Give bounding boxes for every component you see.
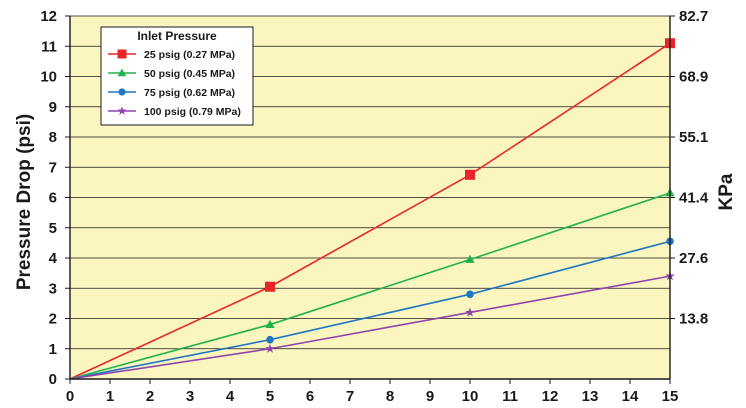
y-tick-label: 8	[49, 129, 57, 146]
y2-tick-label: 41.4	[679, 190, 709, 207]
y2-tick-label: 27.6	[679, 250, 708, 267]
legend: Inlet Pressure 25 psig (0.27 MPa) 50 psig…	[100, 26, 254, 126]
y2-tick-label: 82.7	[679, 8, 708, 25]
x-tick-label: 13	[582, 388, 599, 405]
data-point-triangle	[265, 319, 275, 328]
series-line-star	[69, 275, 671, 380]
y-axis-title: Pressure Drop (psi)	[14, 114, 35, 290]
x-tick-label: 14	[622, 388, 639, 405]
y-tick-label: 1	[49, 341, 57, 358]
x-tick-label: 3	[186, 388, 194, 405]
y-tick-label: 0	[49, 371, 57, 388]
y-tick-label: 2	[49, 311, 57, 328]
y-tick-label: 12	[40, 8, 57, 25]
legend-marker-circle	[118, 88, 126, 96]
series-line-circle	[69, 240, 671, 380]
y-tick-label: 5	[49, 220, 57, 237]
y-tick-label: 6	[49, 190, 57, 207]
data-point-star	[465, 307, 475, 317]
x-tick-label: 0	[66, 388, 74, 405]
y2-tick-label: 55.1	[679, 129, 708, 146]
x-tick-label: 9	[426, 388, 434, 405]
legend-marker-square	[117, 49, 127, 59]
data-point-circle	[466, 290, 474, 299]
series-line-square	[69, 42, 671, 380]
legend-label: 100 psig (0.79 MPa)	[144, 106, 241, 118]
x-tick-label: 6	[306, 388, 314, 405]
y-tick-label: 10	[40, 69, 57, 86]
x-tick-label: 1	[106, 388, 114, 405]
data-point-circle	[266, 335, 274, 344]
series-lines	[69, 42, 671, 380]
y2-axis-ticks: 13.8 27.6 41.4 55.1 68.9 82.7	[670, 8, 709, 328]
y-tick-label: 11	[41, 38, 57, 55]
y2-tick-label: 68.9	[679, 69, 708, 86]
legend-label: 75 psig (0.62 MPa)	[144, 87, 235, 99]
legend-label: 50 psig (0.45 MPa)	[144, 68, 235, 80]
y-tick-label: 7	[49, 159, 57, 176]
legend-title: Inlet Pressure	[137, 29, 217, 43]
x-axis-ticks: 0 1 2 3 4 5 6 7 8 9 10 11 12 13 14 15	[66, 379, 679, 405]
x-tick-label: 2	[146, 388, 154, 405]
x-tick-label: 5	[266, 388, 274, 405]
legend-marker-star	[117, 106, 127, 115]
data-point-square	[265, 281, 275, 292]
series-line-triangle	[69, 192, 671, 380]
x-tick-label: 8	[386, 388, 394, 405]
x-tick-label: 12	[542, 388, 559, 405]
x-tick-label: 10	[462, 388, 479, 405]
y-tick-label: 9	[49, 99, 57, 116]
y-tick-label: 4	[49, 250, 58, 267]
legend-marker-triangle	[117, 68, 127, 77]
legend-label: 25 psig (0.27 MPa)	[144, 49, 235, 61]
legend-box	[100, 26, 254, 126]
y2-axis-title: KPa	[716, 173, 737, 210]
x-tick-label: 7	[346, 388, 354, 405]
x-tick-label: 15	[662, 388, 679, 405]
x-tick-label: 11	[502, 388, 518, 405]
y-tick-label: 3	[49, 280, 57, 297]
x-tick-label: 4	[226, 388, 235, 405]
data-point-star	[265, 343, 275, 353]
legend-items: 25 psig (0.27 MPa) 50 psig (0.45 MPa) 75 p…	[108, 49, 241, 118]
data-point-square	[465, 169, 475, 180]
data-point-triangle	[465, 254, 475, 263]
y2-tick-label: 13.8	[679, 311, 708, 328]
